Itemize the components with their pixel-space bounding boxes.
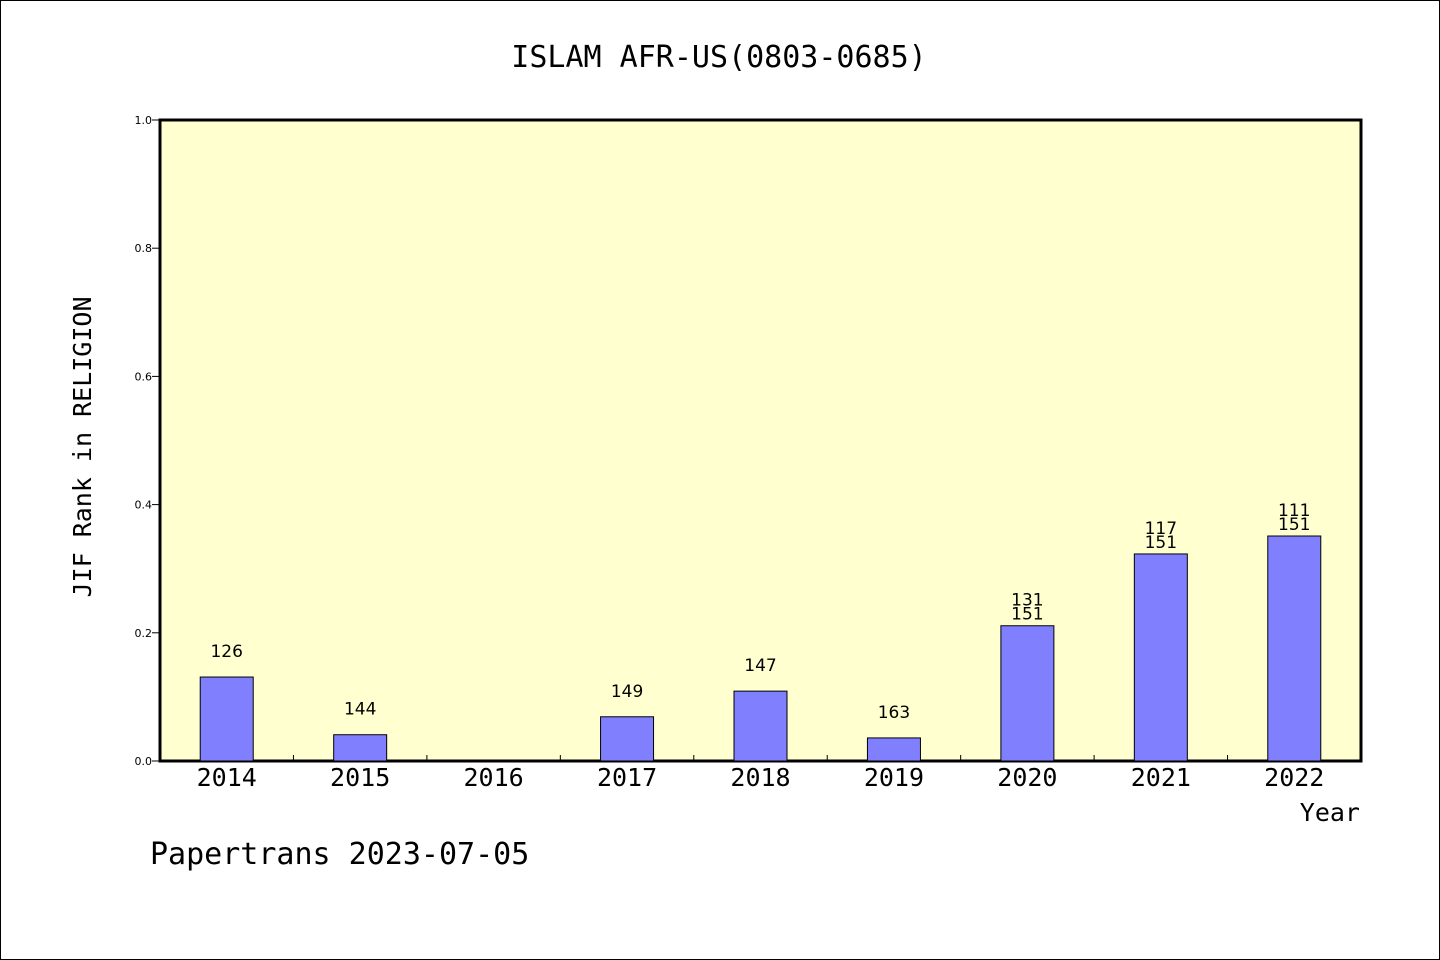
x-tick-label: 2022 — [1264, 763, 1324, 792]
bar-value-label: 163 — [878, 703, 910, 723]
bar-2015 — [333, 734, 388, 762]
x-tick-label: 2014 — [197, 763, 257, 792]
bar-2022 — [1267, 535, 1322, 762]
bar-value-label: 149 — [611, 682, 643, 702]
bar-value-label: 111 — [1278, 501, 1310, 521]
chart-title: ISLAM AFR-US(0803-0685) — [511, 40, 926, 75]
x-tick-label: 2019 — [864, 763, 924, 792]
x-tick-label: 2017 — [597, 763, 657, 792]
x-tick-label: 2018 — [730, 763, 790, 792]
bar-2018 — [733, 690, 788, 762]
bar-value-label: 151 — [1278, 515, 1310, 535]
bar-2021 — [1133, 553, 1188, 762]
bar-value-label: 151 — [1011, 605, 1043, 625]
y-tick-label: 0.8 — [135, 242, 153, 255]
bar-2017 — [600, 716, 655, 762]
y-tick-label: 0.6 — [135, 370, 153, 383]
y-tick-label: 1.0 — [135, 114, 153, 127]
x-axis-label: Year — [1300, 798, 1360, 827]
bars-layer — [199, 535, 1322, 762]
x-axis: 2014 2015 2016 2017 2018 2019 2020 2021 2022 — [197, 755, 1324, 792]
bar-value-label: 147 — [744, 656, 776, 676]
bar-value-label: 131 — [1011, 591, 1043, 611]
bar-value-label: 151 — [1145, 533, 1177, 553]
x-tick-label: 2016 — [464, 763, 524, 792]
y-tick-label: 0.2 — [135, 627, 153, 640]
bar-2014 — [199, 676, 254, 762]
bar-value-label: 126 — [210, 642, 242, 662]
x-tick-label: 2021 — [1131, 763, 1191, 792]
y-axis: 0.0 0.2 0.4 0.6 0.8 1.0 — [135, 114, 160, 768]
x-tick-label: 2020 — [997, 763, 1057, 792]
bar-value-label: 144 — [344, 700, 376, 720]
bar-value-label: 117 — [1145, 519, 1177, 539]
y-tick-label: 0.0 — [135, 755, 153, 768]
y-tick-label: 0.4 — [135, 499, 153, 512]
bar-2019 — [866, 737, 921, 762]
footer-credit: Papertrans 2023-07-05 — [150, 837, 529, 872]
bar-2020 — [1000, 625, 1055, 762]
y-axis-label: JIF Rank in RELIGION — [68, 296, 97, 597]
x-tick-label: 2015 — [330, 763, 390, 792]
